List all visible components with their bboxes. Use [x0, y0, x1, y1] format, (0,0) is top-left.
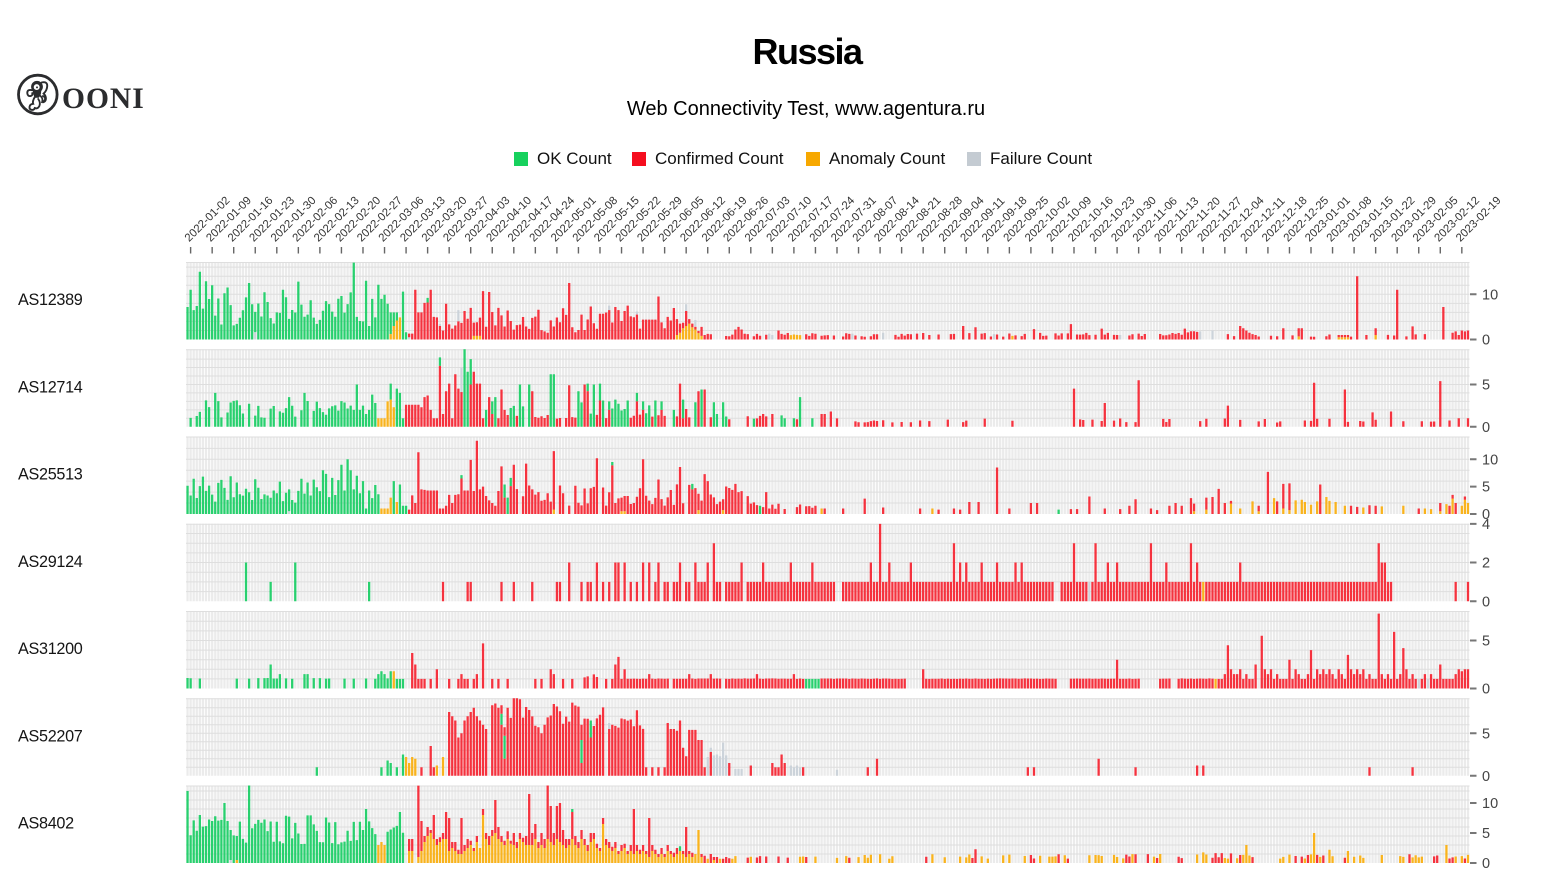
svg-text:0: 0: [1482, 420, 1490, 436]
svg-text:0: 0: [1482, 507, 1490, 523]
svg-text:4: 4: [1482, 517, 1490, 533]
svg-text:10: 10: [1482, 452, 1498, 468]
svg-text:5: 5: [1482, 826, 1490, 842]
svg-text:AS8402: AS8402: [18, 815, 74, 833]
svg-text:0: 0: [1482, 856, 1490, 872]
svg-text:AS52207: AS52207: [18, 727, 83, 745]
svg-text:0: 0: [1482, 769, 1490, 785]
svg-text:0: 0: [1482, 333, 1490, 349]
svg-text:AS31200: AS31200: [18, 640, 83, 658]
svg-text:AS12714: AS12714: [18, 378, 83, 396]
svg-text:10: 10: [1482, 796, 1498, 812]
svg-text:5: 5: [1482, 377, 1490, 393]
svg-text:5: 5: [1482, 726, 1490, 742]
svg-text:5: 5: [1482, 480, 1490, 496]
svg-text:AS29124: AS29124: [18, 553, 83, 571]
svg-text:OONI: OONI: [62, 83, 145, 115]
svg-text:AS12389: AS12389: [18, 291, 83, 309]
svg-text:0: 0: [1482, 594, 1490, 610]
svg-text:10: 10: [1482, 287, 1498, 303]
svg-text:AS25513: AS25513: [18, 466, 83, 484]
svg-text:2: 2: [1482, 556, 1490, 572]
svg-text:5: 5: [1482, 634, 1490, 650]
svg-text:0: 0: [1482, 682, 1490, 698]
